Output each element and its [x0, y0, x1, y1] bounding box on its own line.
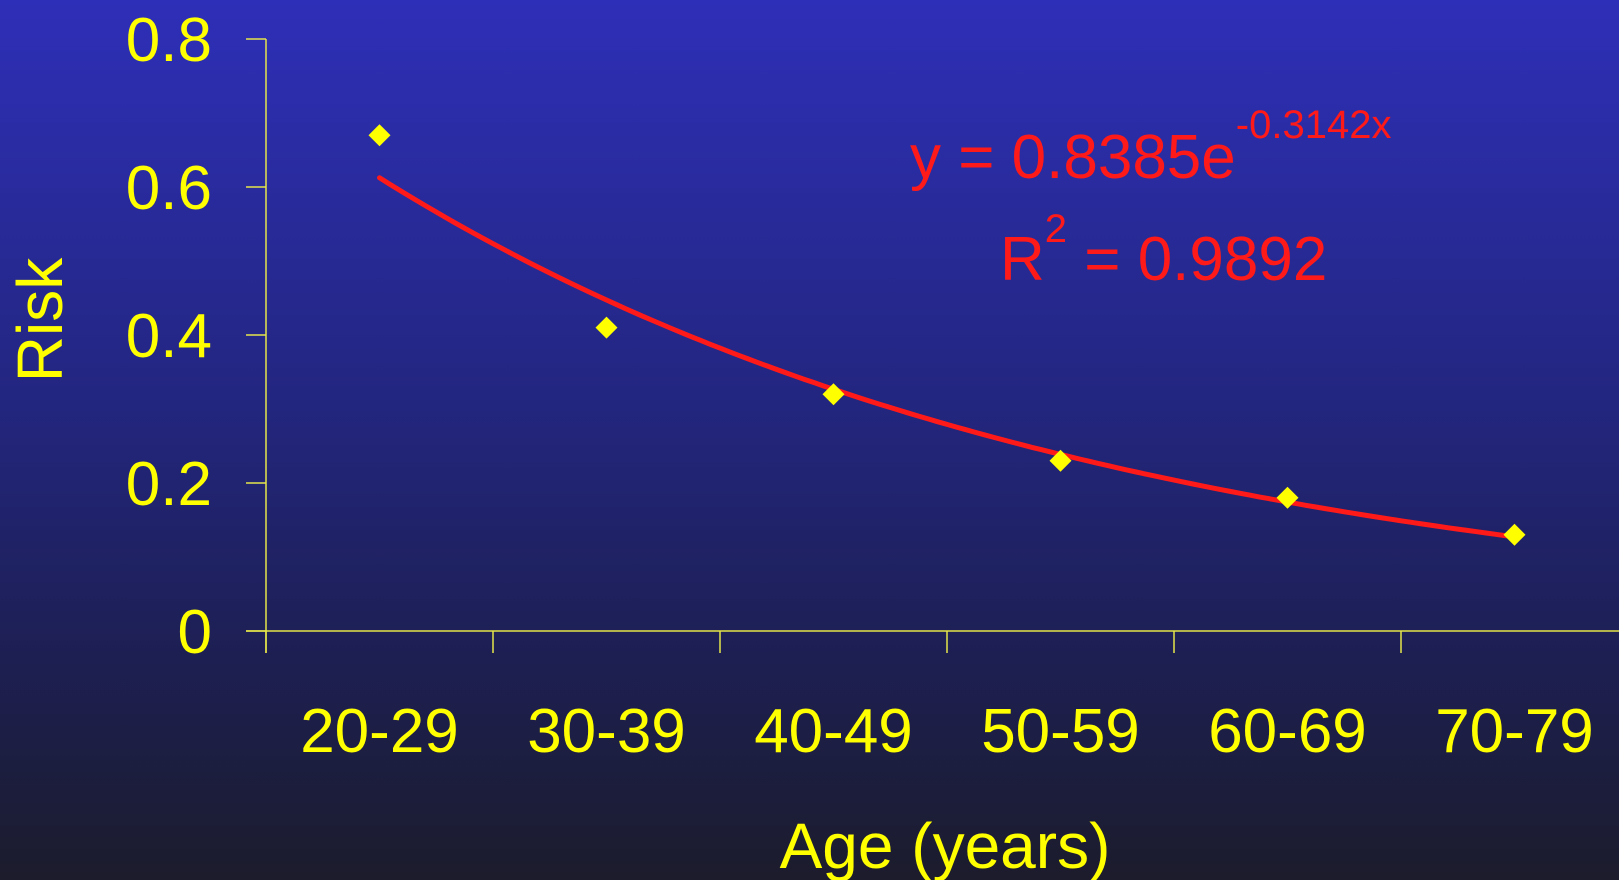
x-axis-title: Age (years): [780, 810, 1111, 880]
r2-superscript: 2: [1045, 207, 1067, 251]
trendline-curve: [377, 175, 1517, 540]
data-point-50-59: [1049, 449, 1072, 472]
y-axis: 0 0.2 0.4 0.6 0.8: [126, 6, 267, 667]
x-tick-label: 50-59: [981, 697, 1140, 766]
r2-prefix: R: [1000, 225, 1045, 294]
x-tick-label: 70-79: [1435, 697, 1594, 766]
y-tick-label: 0.6: [126, 154, 212, 223]
data-point-60-69: [1276, 486, 1299, 509]
x-tick-label: 20-29: [300, 697, 459, 766]
y-tick-label: 0.4: [126, 302, 212, 371]
y-axis-title: Risk: [4, 257, 76, 382]
equation-main: y = 0.8385e: [910, 123, 1236, 192]
x-tick-label: 30-39: [527, 697, 686, 766]
y-tick-label: 0.8: [126, 6, 212, 75]
data-points: [368, 124, 1526, 546]
y-tick-label: 0.2: [126, 450, 212, 519]
trendline: [377, 175, 1517, 540]
y-tick-label: 0: [178, 598, 212, 667]
r-squared: R2 = 0.9892: [1000, 207, 1327, 294]
r2-value: = 0.9892: [1067, 225, 1327, 294]
data-point-20-29: [368, 124, 391, 147]
data-point-70-79: [1503, 523, 1526, 546]
data-point-30-39: [595, 316, 618, 339]
equation-exponent: -0.3142x: [1236, 103, 1392, 147]
x-tick-label: 60-69: [1208, 697, 1367, 766]
x-tick-label: 40-49: [754, 697, 913, 766]
trendline-equation: y = 0.8385e-0.3142x: [910, 103, 1391, 192]
x-axis: 20-29 30-39 40-49 50-59 60-69 70-79: [246, 630, 1619, 766]
data-point-40-49: [822, 383, 845, 406]
